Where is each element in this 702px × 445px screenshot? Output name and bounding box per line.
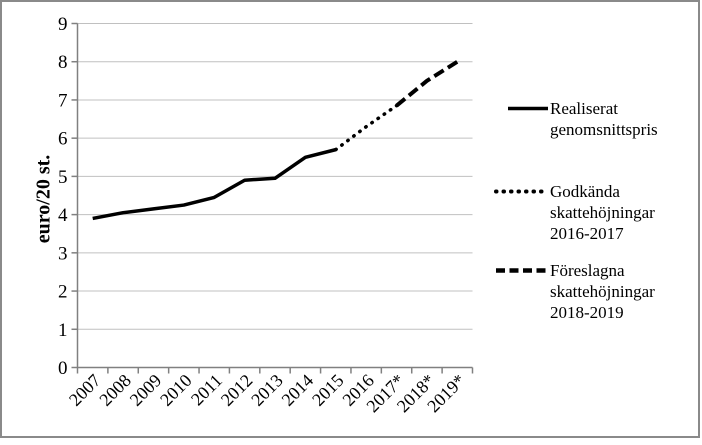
x-tick-label: 2010 <box>156 370 196 410</box>
series-line-dashed <box>395 60 459 108</box>
x-tick-label: 2015 <box>308 370 348 410</box>
y-tick-label: 2 <box>58 282 68 303</box>
series-line-solid <box>92 147 337 221</box>
x-tick-label: 2009 <box>126 370 166 410</box>
x-tick-label: 2012 <box>217 370 257 410</box>
y-tick-label: 9 <box>58 14 68 35</box>
legend-item-foreslagna: Föreslagna skattehöjningar 2018-2019 <box>494 260 655 323</box>
legend-label-line: 2016-2017 <box>550 224 624 243</box>
legend-label-line: skattehöjningar <box>550 203 655 222</box>
x-tick-label: 2011 <box>187 370 226 409</box>
y-tick-label: 0 <box>58 358 68 379</box>
x-tick-label: 2007 <box>65 370 105 410</box>
legend-label-line: 2018-2019 <box>550 303 624 322</box>
x-tick-label: 2013 <box>247 370 287 410</box>
legend-label: Föreslagna skattehöjningar 2018-2019 <box>550 260 655 323</box>
y-tick-label: 7 <box>58 90 68 111</box>
legend-label-line: Föreslagna <box>550 261 625 280</box>
y-tick-label: 1 <box>58 320 68 341</box>
y-axis-title: euro/20 st. <box>32 154 55 244</box>
legend-label: Realiserat genomsnittspris <box>550 98 658 140</box>
y-tick-label: 4 <box>58 205 68 226</box>
series-line-dotted <box>334 103 399 152</box>
x-tick-label: 2014 <box>278 370 318 410</box>
dashed-line-swatch-icon <box>496 268 548 273</box>
legend-label: Godkända skattehöjningar 2016-2017 <box>550 181 655 244</box>
y-tick-label: 8 <box>58 52 68 73</box>
legend-label-line: genomsnittspris <box>550 120 658 139</box>
legend-label-line: Realiserat <box>550 99 618 118</box>
y-tick-label: 3 <box>58 243 68 264</box>
legend-label-line: Godkända <box>550 182 620 201</box>
legend-item-realiserat: Realiserat genomsnittspris <box>494 98 658 140</box>
legend-label-line: skattehöjningar <box>550 282 655 301</box>
y-tick-label: 6 <box>58 129 68 150</box>
solid-line-swatch-icon <box>508 106 548 111</box>
x-tick-label: 2008 <box>95 370 135 410</box>
y-tick-label: 5 <box>58 167 68 188</box>
dotted-line-swatch-icon <box>494 189 550 194</box>
legend: Realiserat genomsnittspris Godkända skat… <box>494 2 694 436</box>
legend-item-godkanda: Godkända skattehöjningar 2016-2017 <box>494 181 655 244</box>
